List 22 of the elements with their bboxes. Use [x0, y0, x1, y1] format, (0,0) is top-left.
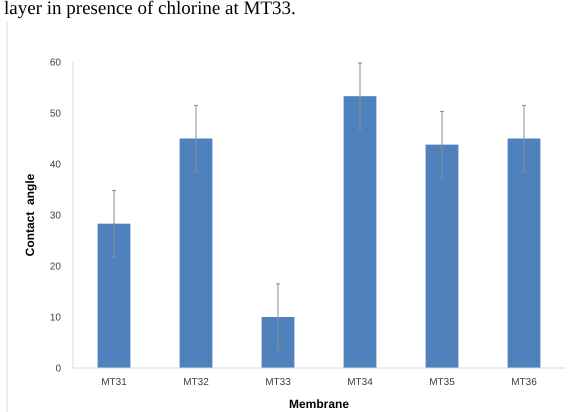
bar: [344, 96, 376, 368]
y-tick-label: 20: [50, 262, 62, 272]
y-tick-label: 10: [50, 312, 62, 324]
y-tick-label: 40: [50, 160, 62, 170]
text: layer in presence of chlorine at MT33.: [4, 0, 296, 19]
x-tick-label: MT33: [265, 377, 292, 388]
y-tick-label: 60: [50, 58, 62, 68]
y-axis-title: Contact angle: [23, 173, 37, 256]
bar: [508, 138, 540, 368]
x-tick-label: MT31: [101, 377, 128, 388]
x-axis-title: Membrane: [288, 397, 350, 411]
bar: [98, 224, 130, 368]
x-tick-label: MT34: [347, 377, 374, 388]
bar: [426, 144, 458, 368]
y-tick-label: 0: [55, 364, 62, 374]
bar: [180, 138, 212, 368]
x-tick-label: MT35: [429, 377, 456, 388]
x-tick-label: MT36: [511, 377, 538, 388]
y-tick-label: 30: [50, 210, 62, 222]
x-tick-label: MT32: [183, 377, 210, 388]
y-tick-label: 50: [50, 108, 62, 120]
bar: [262, 317, 294, 368]
